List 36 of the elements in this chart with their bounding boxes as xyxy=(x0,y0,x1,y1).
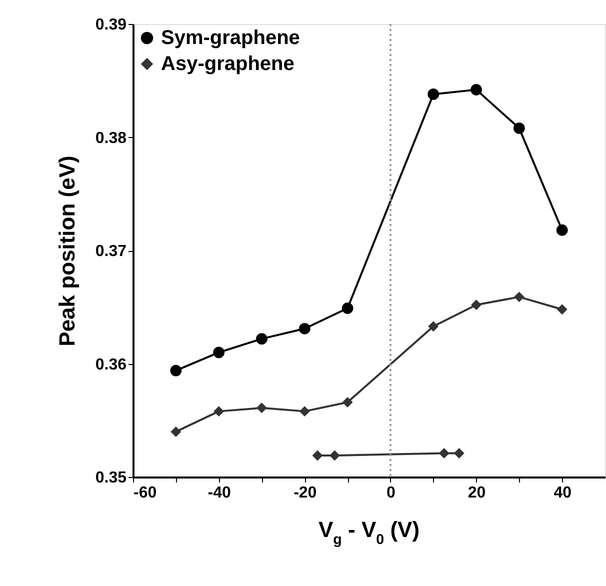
legend-label: Sym-graphene xyxy=(161,27,300,49)
legend-label: Asy-graphene xyxy=(161,53,294,75)
point xyxy=(428,321,439,332)
point xyxy=(428,88,440,100)
point xyxy=(214,406,224,417)
x-tick-label: -60 xyxy=(134,484,157,502)
x-tick-label: -20 xyxy=(294,484,317,502)
point xyxy=(170,364,182,376)
point xyxy=(471,300,482,310)
point xyxy=(213,346,225,358)
y-tick-label: 0.35 xyxy=(95,470,127,486)
y-axis-title: Peak position (eV) xyxy=(54,156,80,346)
x-tick-label: 40 xyxy=(554,484,572,502)
point xyxy=(298,322,310,334)
x-tick-label: 20 xyxy=(468,484,486,502)
point xyxy=(514,292,524,302)
y-tick-label: 0.39 xyxy=(95,16,127,34)
point xyxy=(454,448,464,458)
point xyxy=(299,406,310,417)
y-tick-label: 0.36 xyxy=(95,356,127,374)
x-tick-label: 0 xyxy=(386,484,396,502)
point xyxy=(329,450,340,461)
point xyxy=(513,122,525,134)
x-tick-label: -40 xyxy=(208,484,231,502)
y-tick-label: 0.37 xyxy=(95,243,127,260)
y-tick-label: 0.38 xyxy=(95,130,127,147)
point xyxy=(256,402,267,414)
point xyxy=(170,426,182,437)
point xyxy=(556,224,568,236)
point xyxy=(312,450,323,461)
point xyxy=(342,397,353,408)
point xyxy=(556,304,568,315)
point xyxy=(342,302,354,314)
point xyxy=(438,448,450,458)
point xyxy=(256,333,268,345)
point xyxy=(470,84,482,96)
